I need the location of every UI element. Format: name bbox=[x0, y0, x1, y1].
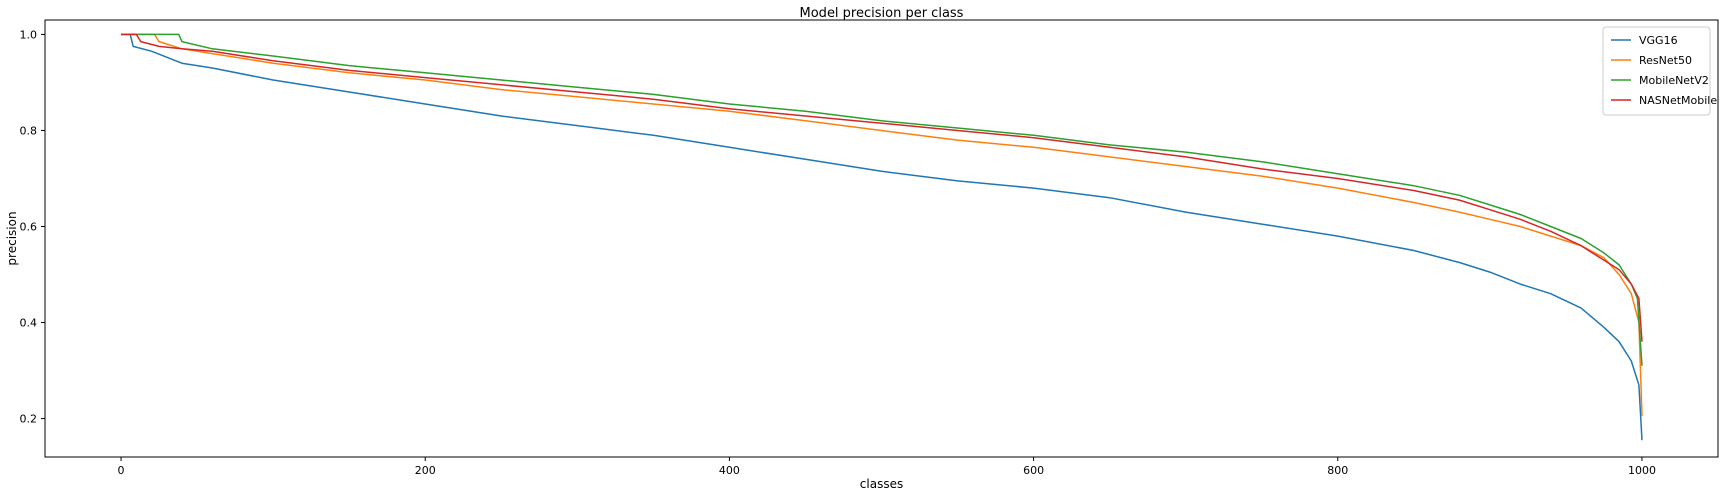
y-tick-label: 0.8 bbox=[20, 124, 38, 137]
x-tick-label: 800 bbox=[1327, 464, 1348, 477]
legend-label: ResNet50 bbox=[1639, 54, 1692, 67]
series-line-0 bbox=[121, 33, 1643, 441]
y-tick-label: 1.0 bbox=[20, 28, 38, 41]
legend-box bbox=[1602, 26, 1711, 116]
series-lines bbox=[121, 33, 1643, 441]
x-tick-label: 600 bbox=[1023, 464, 1044, 477]
y-tick-label: 0.2 bbox=[20, 413, 38, 426]
x-tick-label: 1000 bbox=[1628, 464, 1656, 477]
x-axis-ticks: 0 200 400 600 800 1000 bbox=[118, 457, 1656, 477]
series-line-3 bbox=[121, 33, 1643, 342]
x-axis-title: classes bbox=[860, 477, 903, 491]
x-tick-label: 200 bbox=[415, 464, 436, 477]
x-tick-label: 400 bbox=[719, 464, 740, 477]
legend-label: NASNetMobile bbox=[1639, 94, 1717, 107]
y-axis-ticks: 0.2 0.4 0.6 0.8 1.0 bbox=[20, 28, 45, 426]
series-line-2 bbox=[121, 33, 1643, 366]
plot-area-frame bbox=[44, 19, 1719, 458]
x-tick-label: 0 bbox=[118, 464, 125, 477]
legend-label: VGG16 bbox=[1639, 34, 1678, 47]
y-axis-title: precision bbox=[5, 211, 19, 265]
y-tick-label: 0.4 bbox=[20, 317, 38, 330]
legend: VGG16 ResNet50 MobileNetV2 NASNetMobile bbox=[1602, 26, 1717, 116]
legend-label: MobileNetV2 bbox=[1639, 74, 1709, 87]
y-tick-label: 0.6 bbox=[20, 220, 38, 233]
chart-title: Model precision per class bbox=[800, 6, 964, 21]
